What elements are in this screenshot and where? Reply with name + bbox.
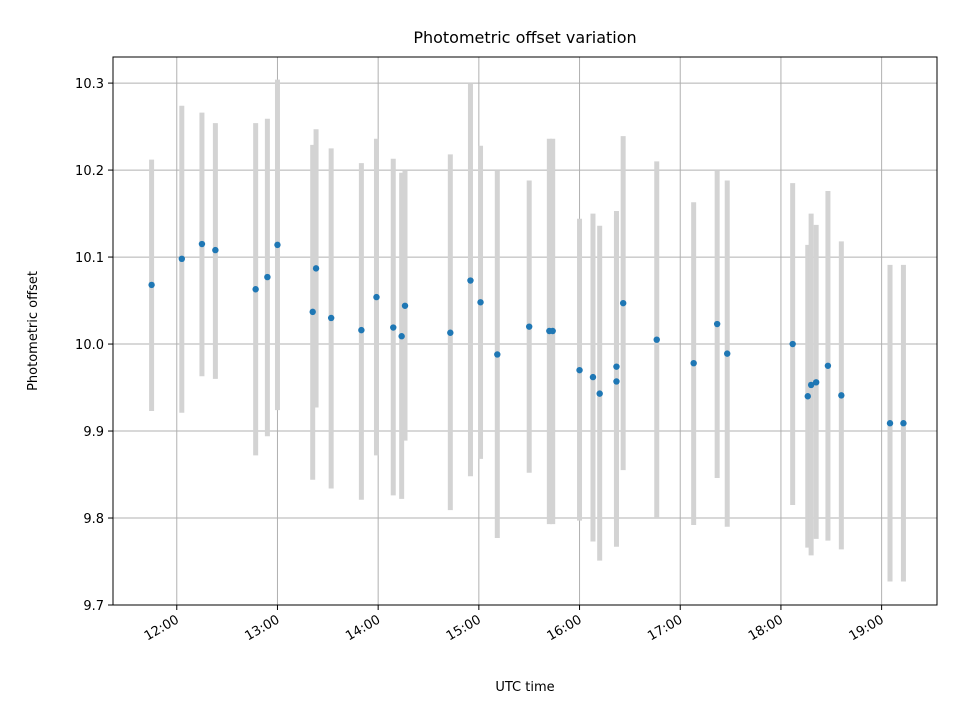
data-point xyxy=(619,299,627,307)
data-point xyxy=(264,273,271,281)
data-point xyxy=(390,324,397,331)
data-point xyxy=(494,351,501,358)
data-point xyxy=(596,390,603,397)
data-point xyxy=(398,333,405,340)
chart-title: Photometric offset variation xyxy=(413,28,636,47)
data-point xyxy=(148,281,155,289)
data-point xyxy=(212,246,219,254)
y-tick-label: 9.7 xyxy=(83,599,104,614)
data-point xyxy=(309,308,316,316)
y-tick-label: 9.9 xyxy=(83,425,104,440)
data-point xyxy=(358,326,365,334)
data-point xyxy=(198,240,206,248)
data-point xyxy=(838,392,845,399)
x-tick-label: 17:00 xyxy=(645,612,685,644)
data-point xyxy=(724,350,731,357)
data-point xyxy=(549,327,556,335)
data-point xyxy=(807,381,815,389)
x-axis-ticks: 12:00 13:00 14:00 15:00 16:00 17:00 18:00 19:00 xyxy=(142,605,887,644)
x-tick-label: 14:00 xyxy=(343,612,383,644)
data-point xyxy=(653,336,660,343)
data-point xyxy=(690,359,697,367)
data-point xyxy=(447,329,454,336)
data-point xyxy=(373,293,380,301)
y-tick-label: 10.3 xyxy=(75,77,104,92)
data-point xyxy=(713,320,721,328)
data-point xyxy=(789,340,796,348)
data-point xyxy=(525,323,533,330)
error-bars xyxy=(149,79,906,582)
data-points xyxy=(148,240,907,427)
x-tick-label: 19:00 xyxy=(847,612,887,644)
data-point xyxy=(312,265,320,272)
data-point xyxy=(812,379,820,386)
data-point xyxy=(327,314,335,322)
data-point xyxy=(576,366,583,374)
plot-frame xyxy=(112,56,938,606)
x-tick-label: 18:00 xyxy=(746,612,786,644)
data-point xyxy=(178,255,186,263)
data-point xyxy=(401,302,409,309)
data-point xyxy=(804,393,811,400)
data-point xyxy=(613,378,620,385)
data-point xyxy=(274,241,281,249)
data-point xyxy=(477,299,484,306)
x-tick-label: 12:00 xyxy=(142,612,182,644)
data-point xyxy=(252,286,259,293)
y-axis-ticks: 9.7 9.8 9.9 10.0 10.1 10.2 10.3 xyxy=(75,77,113,614)
data-point xyxy=(589,373,597,381)
x-tick-label: 15:00 xyxy=(444,612,484,644)
y-tick-label: 10.1 xyxy=(75,251,104,266)
y-tick-label: 10.0 xyxy=(75,338,104,353)
x-axis-label: UTC time xyxy=(495,680,554,695)
y-tick-label: 10.2 xyxy=(75,164,104,179)
x-tick-label: 16:00 xyxy=(545,612,585,644)
y-axis-label: Photometric offset xyxy=(26,271,41,391)
data-point xyxy=(886,420,894,427)
y-tick-label: 9.8 xyxy=(83,512,104,527)
x-tick-label: 13:00 xyxy=(243,612,283,644)
data-point xyxy=(824,362,832,369)
data-point xyxy=(900,420,907,427)
data-point xyxy=(613,363,620,370)
data-point xyxy=(467,277,474,284)
